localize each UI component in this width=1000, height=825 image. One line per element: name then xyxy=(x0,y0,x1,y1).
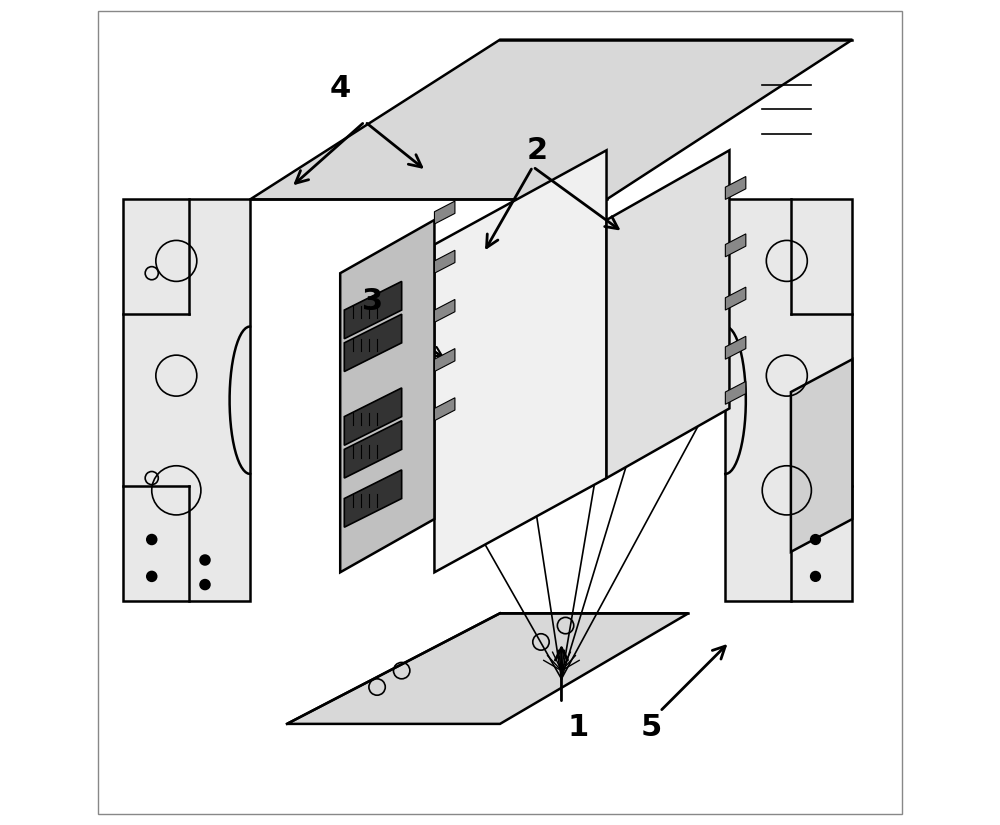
Polygon shape xyxy=(725,233,746,257)
Polygon shape xyxy=(123,200,250,601)
Polygon shape xyxy=(344,470,402,527)
Text: 1: 1 xyxy=(567,714,588,742)
Polygon shape xyxy=(725,177,746,200)
Polygon shape xyxy=(287,613,688,724)
Text: 4: 4 xyxy=(330,74,351,103)
Polygon shape xyxy=(434,150,607,573)
Polygon shape xyxy=(434,250,455,273)
Circle shape xyxy=(811,535,820,544)
Polygon shape xyxy=(725,381,746,404)
Polygon shape xyxy=(607,150,729,478)
Polygon shape xyxy=(344,421,402,478)
Polygon shape xyxy=(434,349,455,371)
Polygon shape xyxy=(250,40,852,200)
Polygon shape xyxy=(434,299,455,323)
Polygon shape xyxy=(791,359,852,552)
Text: 5: 5 xyxy=(641,714,662,742)
Circle shape xyxy=(811,572,820,582)
Polygon shape xyxy=(344,388,402,446)
Polygon shape xyxy=(725,337,746,359)
Polygon shape xyxy=(340,220,434,573)
Polygon shape xyxy=(725,287,746,310)
Polygon shape xyxy=(344,314,402,371)
Circle shape xyxy=(147,535,157,544)
Circle shape xyxy=(200,555,210,565)
Circle shape xyxy=(147,572,157,582)
Circle shape xyxy=(200,580,210,590)
Text: 2: 2 xyxy=(526,136,547,165)
Polygon shape xyxy=(344,281,402,339)
Polygon shape xyxy=(725,200,852,601)
Text: 3: 3 xyxy=(362,287,384,316)
Polygon shape xyxy=(434,201,455,224)
Polygon shape xyxy=(434,398,455,421)
